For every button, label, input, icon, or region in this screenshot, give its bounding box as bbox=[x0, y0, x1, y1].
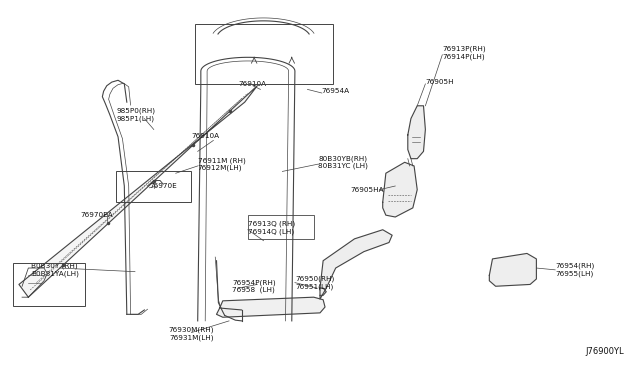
Polygon shape bbox=[408, 106, 426, 159]
Text: 76905H: 76905H bbox=[426, 79, 454, 85]
Text: 76911M (RH)
76912M(LH): 76911M (RH) 76912M(LH) bbox=[198, 157, 246, 171]
Text: 76913P(RH)
76914P(LH): 76913P(RH) 76914P(LH) bbox=[442, 46, 486, 60]
Text: 76954A: 76954A bbox=[322, 88, 350, 94]
Polygon shape bbox=[216, 297, 325, 317]
Bar bbox=[13, 263, 85, 306]
Polygon shape bbox=[19, 86, 257, 297]
Polygon shape bbox=[320, 230, 392, 299]
Bar bbox=[116, 171, 191, 202]
Text: 985P0(RH)
985P1(LH): 985P0(RH) 985P1(LH) bbox=[116, 108, 155, 122]
Polygon shape bbox=[490, 253, 536, 286]
Text: B0B30Y (RH)
B0B31YA(LH): B0B30Y (RH) B0B31YA(LH) bbox=[31, 263, 79, 277]
Bar bbox=[195, 24, 333, 84]
Bar bbox=[248, 215, 314, 239]
Text: 76913Q (RH)
76914Q (LH): 76913Q (RH) 76914Q (LH) bbox=[248, 221, 295, 235]
Text: 76950(RH)
76951(LH): 76950(RH) 76951(LH) bbox=[295, 276, 334, 290]
Text: 76910A: 76910A bbox=[191, 133, 220, 139]
Text: 76954(RH)
76955(LH): 76954(RH) 76955(LH) bbox=[556, 263, 595, 277]
Polygon shape bbox=[383, 162, 417, 217]
Text: 76970EA: 76970EA bbox=[81, 212, 113, 218]
Text: J76900YL: J76900YL bbox=[586, 347, 624, 356]
Text: 76930M(RH)
76931M(LH): 76930M(RH) 76931M(LH) bbox=[169, 327, 214, 341]
Text: 76954P(RH)
76958  (LH): 76954P(RH) 76958 (LH) bbox=[232, 279, 276, 293]
Text: 80B30YB(RH)
80B31YC (LH): 80B30YB(RH) 80B31YC (LH) bbox=[318, 155, 368, 169]
Text: 76910A: 76910A bbox=[239, 81, 267, 87]
Text: 76970E: 76970E bbox=[149, 183, 177, 189]
Text: 76905HA: 76905HA bbox=[350, 187, 384, 193]
